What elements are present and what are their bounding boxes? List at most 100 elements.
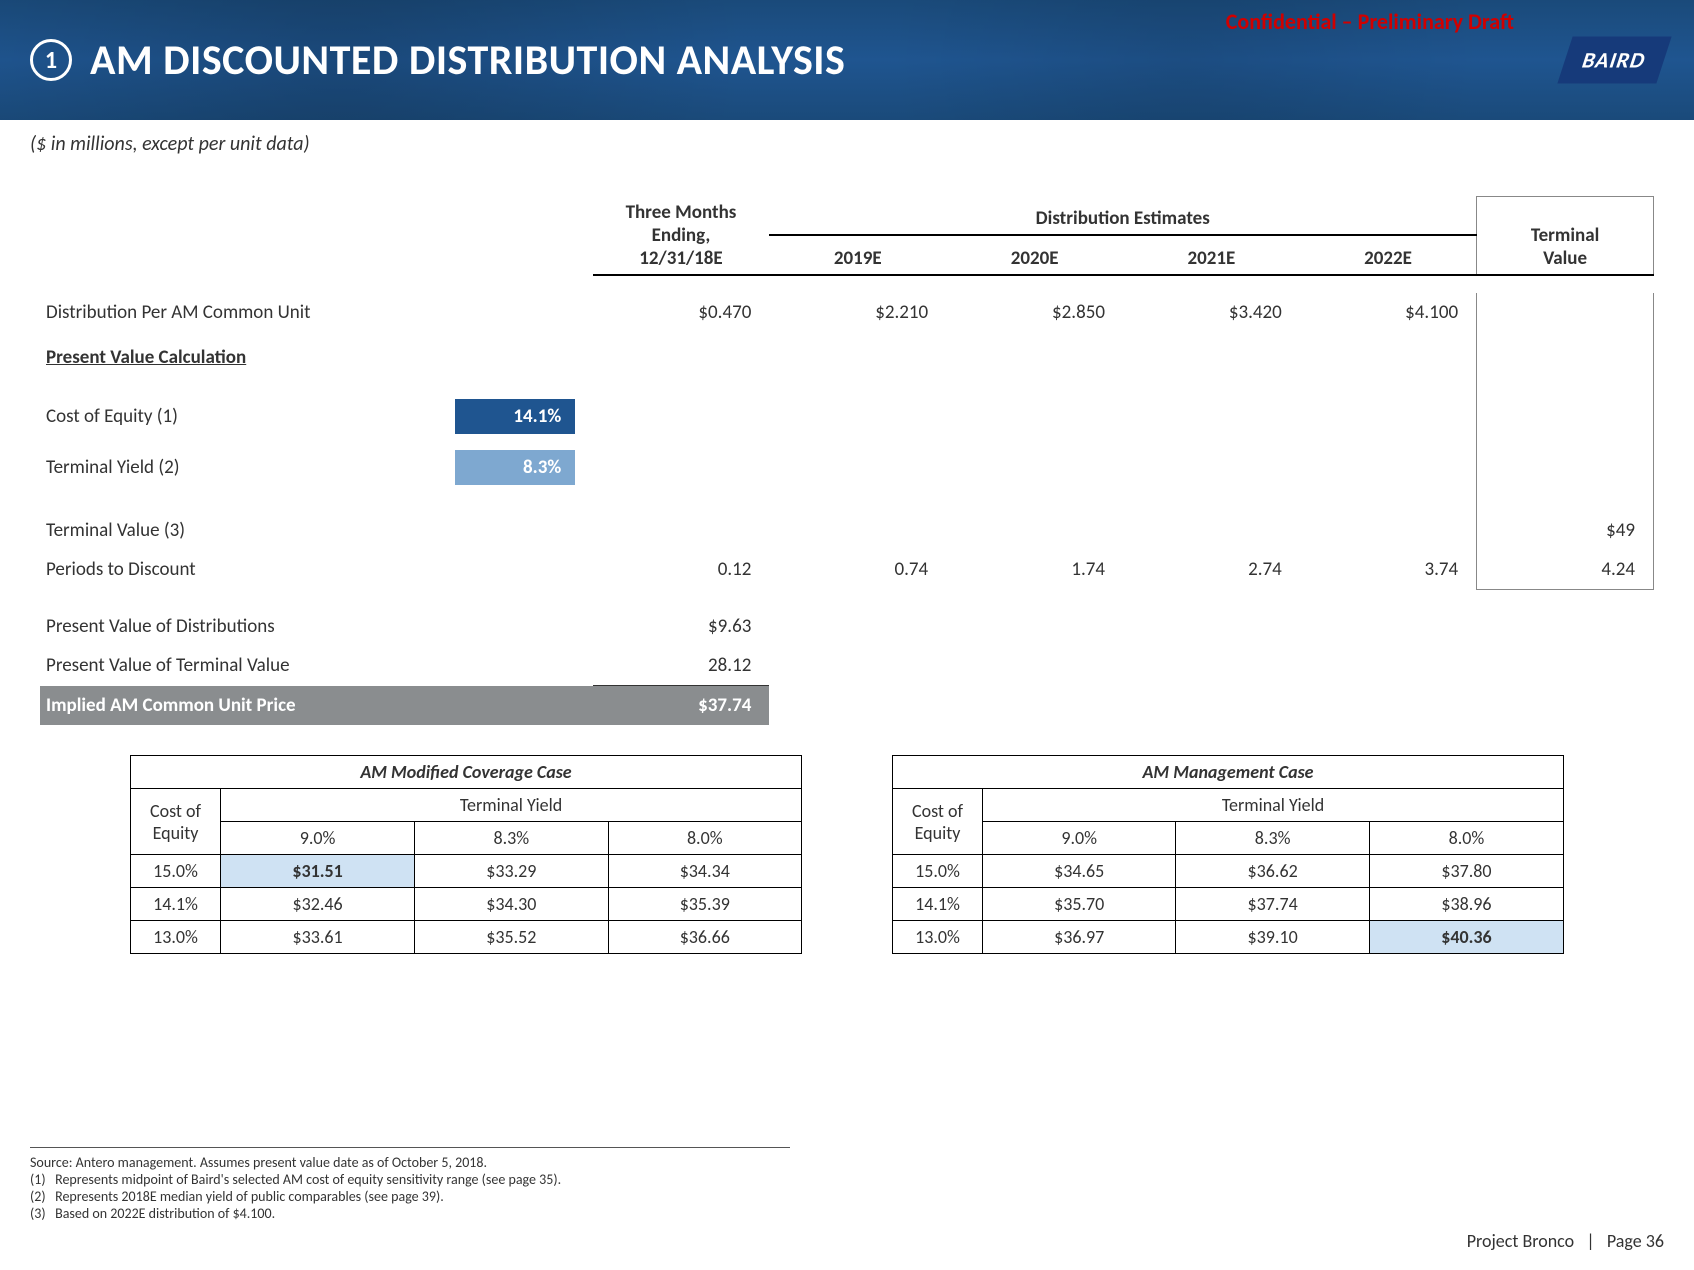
label-terminal-value: Terminal Value (3) <box>40 511 438 550</box>
row-pv-terminal: Present Value of Terminal Value 28.12 <box>40 646 1654 686</box>
cell-value: 0.74 <box>769 550 946 590</box>
cell-value: $0.470 <box>593 293 770 332</box>
col-header-terminal: TerminalValue <box>1485 224 1645 270</box>
footnotes: Source: Antero management. Assumes prese… <box>30 1147 790 1222</box>
sens-cell: $37.80 <box>1369 855 1563 888</box>
sens-cell: $36.62 <box>1176 855 1369 888</box>
sens-colheader-right: Terminal Yield <box>983 789 1564 822</box>
page-title: AM DISCOUNTED DISTRIBUTION ANALYSIS <box>90 35 845 86</box>
section-present-value: Present Value Calculation <box>40 332 593 375</box>
input-cost-of-equity: 14.1% <box>455 399 575 434</box>
sens-row: 15.0% $31.51 $33.29 $34.34 <box>131 855 802 888</box>
footnote-3: (3) Based on 2022E distribution of $4.10… <box>30 1205 790 1222</box>
sens-cell: $31.51 <box>221 855 415 888</box>
distribution-table: Three MonthsEnding,12/31/18E Distributio… <box>40 196 1654 725</box>
input-terminal-yield: 8.3% <box>455 450 575 485</box>
sens-row: 14.1% $35.70 $37.74 $38.96 <box>893 888 1564 921</box>
footnote-1: (1) Represents midpoint of Baird's selec… <box>30 1171 790 1188</box>
sens-row: 13.0% $36.97 $39.10 $40.36 <box>893 921 1564 954</box>
sens-row-label: 13.0% <box>131 921 221 954</box>
col-year-2020: 2020E <box>946 235 1123 275</box>
row-cost-of-equity: Cost of Equity (1) 14.1% <box>40 391 1654 442</box>
sens-cell: $37.74 <box>1176 888 1369 921</box>
sens-row-label: 13.0% <box>893 921 983 954</box>
sens-row-label: 14.1% <box>131 888 221 921</box>
sens-row-label: 14.1% <box>893 888 983 921</box>
sens-cell: $34.65 <box>983 855 1176 888</box>
header-bar: Confidential – Preliminary Draft 1 AM DI… <box>0 0 1694 120</box>
project-name: Project Bronco <box>1467 1230 1574 1252</box>
sens-col: 9.0% <box>983 822 1176 855</box>
page-footer: Project Bronco | Page 36 <box>1467 1230 1664 1252</box>
cell-value: $4.100 <box>1300 293 1477 332</box>
row-pv-distributions: Present Value of Distributions $9.63 <box>40 607 1654 646</box>
sens-modified-coverage: AM Modified Coverage Case Cost ofEquity … <box>130 755 802 954</box>
label-pv-term: Present Value of Terminal Value <box>40 646 438 686</box>
sens-cell: $32.46 <box>221 888 415 921</box>
sens-cell: $38.96 <box>1369 888 1563 921</box>
sens-management: AM Management Case Cost ofEquity Termina… <box>892 755 1564 954</box>
sens-cell: $36.66 <box>608 921 801 954</box>
col-header-dist-estimates: Distribution Estimates <box>769 197 1476 235</box>
label-implied: Implied AM Common Unit Price <box>40 686 593 726</box>
cell-value: $2.210 <box>769 293 946 332</box>
sens-row-label: 15.0% <box>131 855 221 888</box>
label-terminal-yield: Terminal Yield (2) <box>40 442 438 493</box>
sens-row: 15.0% $34.65 $36.62 $37.80 <box>893 855 1564 888</box>
sens-title-right: AM Management Case <box>893 756 1564 789</box>
sens-cell: $33.29 <box>415 855 608 888</box>
cell-value: $3.420 <box>1123 293 1300 332</box>
cell-terminal: 4.24 <box>1477 550 1654 590</box>
sens-cell: $33.61 <box>221 921 415 954</box>
section-number-badge: 1 <box>30 39 72 81</box>
cell-value: 1.74 <box>946 550 1123 590</box>
sensitivity-tables: AM Modified Coverage Case Cost ofEquity … <box>0 725 1694 954</box>
cell-value: 28.12 <box>593 646 770 686</box>
row-terminal-yield: Terminal Yield (2) 8.3% <box>40 442 1654 493</box>
sens-col: 8.0% <box>608 822 801 855</box>
sens-rowheader-right: Cost ofEquity <box>893 789 983 855</box>
sens-row: 14.1% $32.46 $34.30 $35.39 <box>131 888 802 921</box>
sens-title-left: AM Modified Coverage Case <box>131 756 802 789</box>
col-year-2021: 2021E <box>1123 235 1300 275</box>
cell-value: 2.74 <box>1123 550 1300 590</box>
sens-rowheader-left: Cost ofEquity <box>131 789 221 855</box>
sens-col: 8.0% <box>1369 822 1563 855</box>
sens-cell: $34.30 <box>415 888 608 921</box>
sens-row: 13.0% $33.61 $35.52 $36.66 <box>131 921 802 954</box>
cell-terminal <box>1477 293 1654 332</box>
row-terminal-value: Terminal Value (3) $49 <box>40 511 1654 550</box>
row-periods: Periods to Discount 0.12 0.74 1.74 2.74 … <box>40 550 1654 590</box>
sens-col: 9.0% <box>221 822 415 855</box>
cell-terminal: $49 <box>1477 511 1654 550</box>
confidential-stamp: Confidential – Preliminary Draft <box>1226 8 1514 35</box>
label-pv-dist: Present Value of Distributions <box>40 607 438 646</box>
subheading: ($ in millions, except per unit data) <box>0 120 1694 156</box>
sens-cell: $34.34 <box>608 855 801 888</box>
footnote-source: Source: Antero management. Assumes prese… <box>30 1154 790 1171</box>
cell-implied-value: $37.74 <box>593 686 770 726</box>
distribution-table-wrap: Three MonthsEnding,12/31/18E Distributio… <box>0 156 1694 725</box>
cell-value: $9.63 <box>593 607 770 646</box>
col-year-2019: 2019E <box>769 235 946 275</box>
label-cost-of-equity: Cost of Equity (1) <box>40 391 438 442</box>
sens-cell: $36.97 <box>983 921 1176 954</box>
sens-cell: $35.52 <box>415 921 608 954</box>
sens-cell: $40.36 <box>1369 921 1563 954</box>
sens-cell: $35.70 <box>983 888 1176 921</box>
cell-value: $2.850 <box>946 293 1123 332</box>
sens-colheader-left: Terminal Yield <box>221 789 802 822</box>
col-year-2022: 2022E <box>1300 235 1477 275</box>
col-header-three-months: Three MonthsEnding,12/31/18E <box>601 201 762 270</box>
cell-value: 0.12 <box>593 550 770 590</box>
row-implied-price: Implied AM Common Unit Price $37.74 <box>40 686 1654 726</box>
page-number: Page 36 <box>1607 1230 1664 1252</box>
footnote-2: (2) Represents 2018E median yield of pub… <box>30 1188 790 1205</box>
brand-logo: BAIRD <box>1558 37 1672 84</box>
label-periods: Periods to Discount <box>40 550 438 590</box>
row-dist-per-unit: Distribution Per AM Common Unit $0.470 $… <box>40 293 1654 332</box>
sens-col: 8.3% <box>1176 822 1369 855</box>
sens-cell: $35.39 <box>608 888 801 921</box>
sens-row-label: 15.0% <box>893 855 983 888</box>
cell-value: 3.74 <box>1300 550 1477 590</box>
